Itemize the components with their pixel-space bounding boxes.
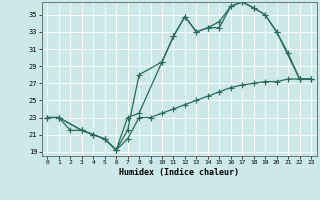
X-axis label: Humidex (Indice chaleur): Humidex (Indice chaleur) <box>119 168 239 177</box>
